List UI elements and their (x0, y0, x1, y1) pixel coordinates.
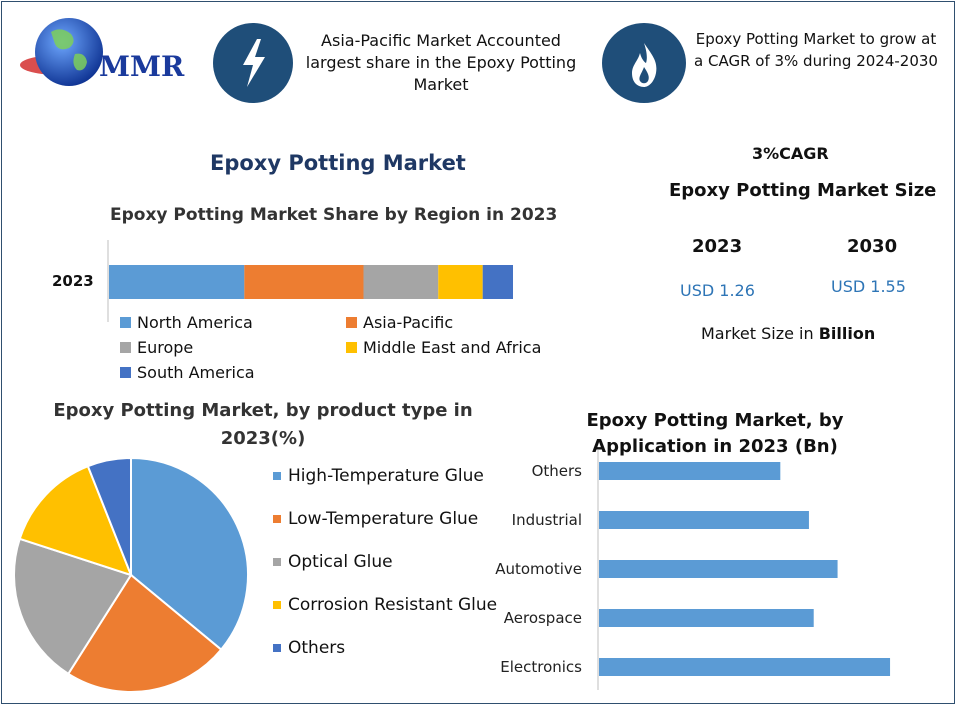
value-2030: USD 1.55 (831, 277, 906, 296)
application-tick-electronics: Electronics (500, 658, 582, 676)
market-size-unit: Market Size in Billion (701, 324, 876, 343)
application-tick-automotive: Automotive (495, 560, 582, 578)
lightning-icon (243, 39, 265, 87)
logo: MMR (15, 10, 195, 92)
application-bar-industrial (599, 511, 809, 529)
legend-label: Optical Glue (288, 552, 393, 572)
cagr-label: 3%CAGR (752, 144, 829, 163)
pie-chart-title: Epoxy Potting Market, by product type in… (53, 400, 473, 449)
pie-legend-high-temperature-glue: High-Temperature Glue (273, 466, 484, 486)
year-2023: 2023 (692, 236, 743, 257)
pie-legend-optical-glue: Optical Glue (273, 552, 393, 572)
legend-label: Europe (137, 338, 194, 357)
legend-label: Middle East and Africa (363, 338, 542, 357)
region-legend-europe: Europe (120, 338, 193, 357)
legend-swatch (120, 317, 131, 328)
legend-swatch (346, 317, 357, 328)
region-bar-north-america (109, 265, 245, 299)
pie-slice-low-temperature-glue (66, 573, 223, 693)
application-bar-others (599, 462, 781, 480)
application-tick-others: Others (532, 462, 583, 480)
legend-swatch (120, 342, 131, 353)
application-bar-automotive (599, 560, 838, 578)
legend-label: High-Temperature Glue (288, 466, 484, 486)
legend-swatch (346, 342, 357, 353)
region-bar-middle-east-and-africa (438, 265, 483, 299)
application-tick-industrial: Industrial (512, 511, 582, 529)
region-legend-middle-east-and-africa: Middle East and Africa (346, 338, 541, 357)
pie-slice-optical-glue (13, 537, 133, 676)
flame-circle (602, 23, 686, 103)
pie-legend-corrosion-resistant-glue: Corrosion Resistant Glue (273, 595, 497, 615)
logo-text: MMR (99, 50, 185, 83)
highlight-text-1: Asia-Pacific Market Accounted largest sh… (305, 31, 577, 94)
legend-swatch (273, 558, 281, 566)
legend-swatch (273, 515, 281, 523)
legend-label: North America (137, 313, 253, 332)
region-stacked-bar-chart (107, 240, 513, 322)
legend-label: Others (288, 638, 346, 658)
legend-swatch (273, 644, 281, 652)
legend-label: Low-Temperature Glue (288, 509, 479, 529)
region-bar-europe (363, 265, 439, 299)
legend-label: South America (137, 363, 255, 382)
region-bar-south-america (482, 265, 513, 299)
region-bar-asia-pacific (244, 265, 364, 299)
globe-icon (20, 18, 103, 86)
legend-swatch (273, 601, 281, 609)
highlight-text-2: Epoxy Potting Market to grow at a CAGR o… (694, 30, 938, 70)
main-title: Epoxy Potting Market (210, 151, 466, 175)
region-legend-asia-pacific: Asia-Pacific (346, 313, 453, 332)
application-chart-title: Epoxy Potting Market, by Application in … (586, 410, 844, 457)
pie-slice-others (86, 456, 132, 576)
year-2030: 2030 (847, 236, 898, 257)
value-2023: USD 1.26 (680, 281, 755, 300)
product-type-pie-chart (13, 456, 249, 693)
application-bar-aerospace (599, 609, 814, 627)
legend-swatch (120, 367, 131, 378)
region-legend-north-america: North America (120, 313, 253, 332)
pie-slice-high-temperature-glue (130, 456, 249, 651)
region-chart-category: 2023 (52, 272, 94, 290)
legend-label: Asia-Pacific (363, 313, 454, 332)
legend-swatch (273, 472, 281, 480)
application-bar-chart: Others Industrial Automotive Aerospace Elect… (495, 450, 891, 690)
lightning-circle (213, 23, 293, 103)
pie-legend-low-temperature-glue: Low-Temperature Glue (273, 509, 478, 529)
pie-slice-corrosion-resistant-glue (18, 464, 133, 577)
market-size-title: Epoxy Potting Market Size (669, 180, 937, 201)
flame-icon (632, 43, 657, 87)
application-tick-aerospace: Aerospace (504, 609, 582, 627)
legend-label: Corrosion Resistant Glue (288, 595, 498, 615)
region-chart-title: Epoxy Potting Market Share by Region in … (110, 205, 558, 225)
region-legend-south-america: South America (120, 363, 255, 382)
application-bar-electronics (599, 658, 891, 676)
pie-legend-others: Others (273, 638, 345, 658)
